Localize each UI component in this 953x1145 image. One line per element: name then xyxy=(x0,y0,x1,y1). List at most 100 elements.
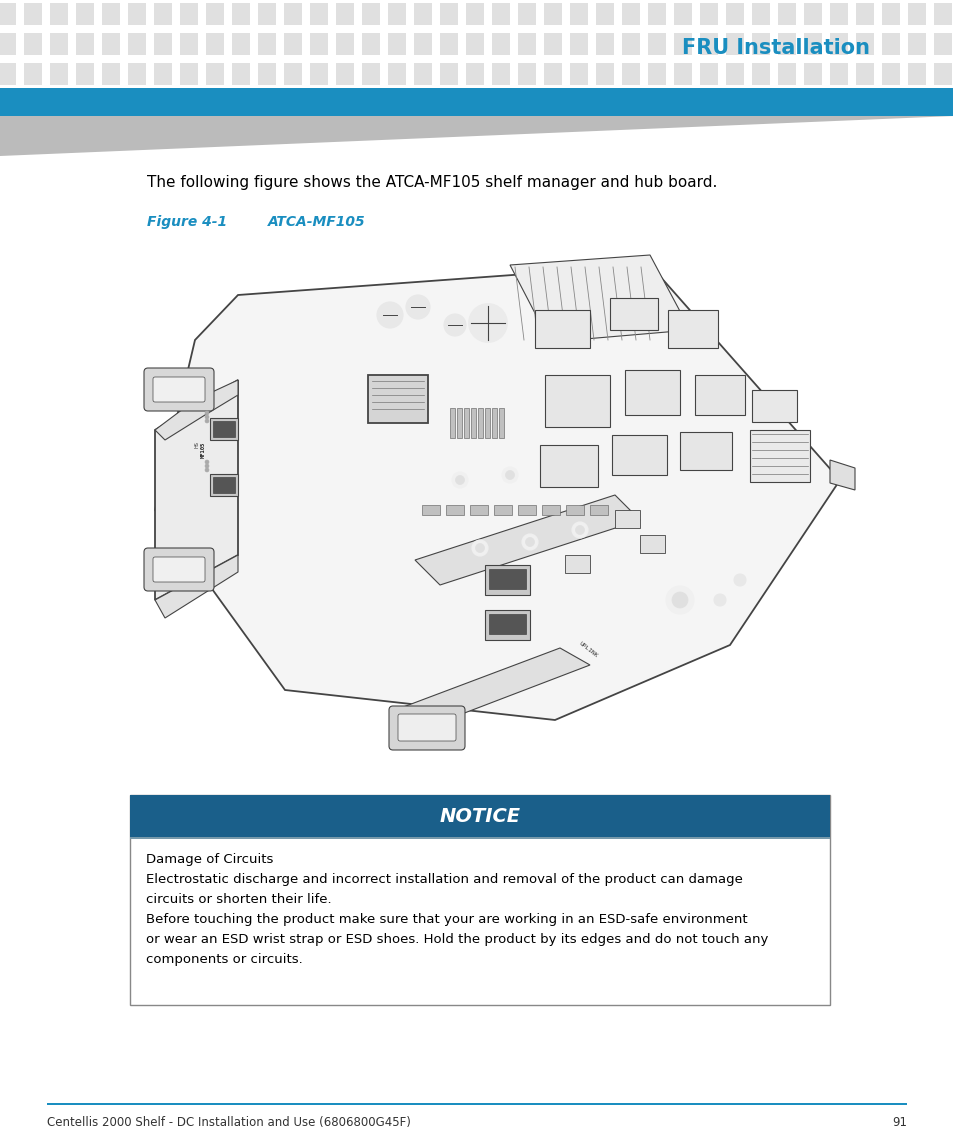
Bar xyxy=(257,63,275,85)
Bar xyxy=(210,418,237,440)
Bar xyxy=(50,33,68,55)
Bar xyxy=(102,63,120,85)
Bar xyxy=(621,3,639,25)
Bar xyxy=(76,3,94,25)
Bar xyxy=(257,3,275,25)
Bar xyxy=(0,3,16,25)
Bar xyxy=(829,33,847,55)
Text: or wear an ESD wrist strap or ESD shoes. Hold the product by its edges and do no: or wear an ESD wrist strap or ESD shoes.… xyxy=(146,933,767,946)
Circle shape xyxy=(205,464,209,468)
Circle shape xyxy=(376,302,402,327)
Bar xyxy=(882,63,899,85)
Bar xyxy=(639,535,664,553)
Bar xyxy=(541,505,559,515)
Bar xyxy=(180,63,198,85)
Bar xyxy=(284,63,302,85)
Circle shape xyxy=(452,472,468,488)
Bar xyxy=(232,3,250,25)
Bar xyxy=(463,408,469,439)
Bar xyxy=(569,63,587,85)
Circle shape xyxy=(205,460,209,464)
Bar xyxy=(933,3,951,25)
Bar xyxy=(725,63,743,85)
Bar xyxy=(206,33,224,55)
Bar xyxy=(907,63,925,85)
Bar xyxy=(213,421,234,437)
Bar xyxy=(257,33,275,55)
Bar xyxy=(130,837,829,838)
Polygon shape xyxy=(154,380,237,600)
Bar xyxy=(539,445,598,487)
Polygon shape xyxy=(415,495,639,585)
Bar xyxy=(778,63,795,85)
Bar xyxy=(647,63,665,85)
Bar xyxy=(700,63,718,85)
Bar xyxy=(596,63,614,85)
Bar xyxy=(569,33,587,55)
Circle shape xyxy=(406,295,430,319)
Bar xyxy=(544,376,609,427)
Text: The following figure shows the ATCA-MF105 shelf manager and hub board.: The following figure shows the ATCA-MF10… xyxy=(147,175,717,190)
Bar xyxy=(0,33,16,55)
Bar xyxy=(535,310,589,348)
Bar xyxy=(456,408,461,439)
Bar xyxy=(450,408,455,439)
Text: UPLINK: UPLINK xyxy=(577,641,598,658)
Bar xyxy=(751,390,796,423)
FancyBboxPatch shape xyxy=(397,714,456,741)
Bar xyxy=(24,3,42,25)
Bar xyxy=(310,63,328,85)
Bar xyxy=(517,63,536,85)
FancyBboxPatch shape xyxy=(144,548,213,591)
Text: FRU Installation: FRU Installation xyxy=(681,38,869,58)
Bar xyxy=(388,63,406,85)
Bar xyxy=(335,3,354,25)
Bar xyxy=(700,33,718,55)
Bar xyxy=(388,33,406,55)
Bar xyxy=(492,408,497,439)
Bar xyxy=(368,376,428,423)
Bar xyxy=(589,505,607,515)
Circle shape xyxy=(472,540,488,556)
Bar xyxy=(621,33,639,55)
Bar xyxy=(725,3,743,25)
Bar xyxy=(647,33,665,55)
Bar xyxy=(180,3,198,25)
Circle shape xyxy=(521,534,537,550)
Bar xyxy=(494,505,512,515)
Bar xyxy=(206,63,224,85)
Bar xyxy=(855,63,873,85)
Bar xyxy=(829,63,847,85)
Bar xyxy=(335,33,354,55)
Bar xyxy=(0,63,16,85)
Circle shape xyxy=(525,537,534,546)
Bar xyxy=(128,33,146,55)
Bar xyxy=(679,432,731,469)
Bar xyxy=(673,63,691,85)
Text: components or circuits.: components or circuits. xyxy=(146,953,302,966)
Text: Electrostatic discharge and incorrect installation and removal of the product ca: Electrostatic discharge and incorrect in… xyxy=(146,872,742,886)
Bar xyxy=(102,3,120,25)
Bar xyxy=(130,795,829,837)
Bar xyxy=(50,3,68,25)
Bar xyxy=(498,408,503,439)
Bar xyxy=(695,376,744,414)
Bar xyxy=(210,474,237,496)
Polygon shape xyxy=(154,555,237,618)
FancyBboxPatch shape xyxy=(152,556,205,582)
Bar xyxy=(596,3,614,25)
Circle shape xyxy=(205,414,209,419)
Circle shape xyxy=(665,586,693,614)
Bar xyxy=(517,3,536,25)
Bar xyxy=(484,408,490,439)
Bar xyxy=(667,310,718,348)
Text: Before touching the product make sure that your are working in an ESD-safe envir: Before touching the product make sure th… xyxy=(146,913,747,926)
FancyBboxPatch shape xyxy=(152,377,205,402)
Polygon shape xyxy=(154,264,840,720)
Bar xyxy=(439,63,457,85)
Bar xyxy=(596,33,614,55)
Text: HS: HS xyxy=(194,442,199,449)
Text: 91: 91 xyxy=(891,1116,906,1129)
Text: circuits or shorten their life.: circuits or shorten their life. xyxy=(146,893,332,906)
Bar xyxy=(565,505,583,515)
